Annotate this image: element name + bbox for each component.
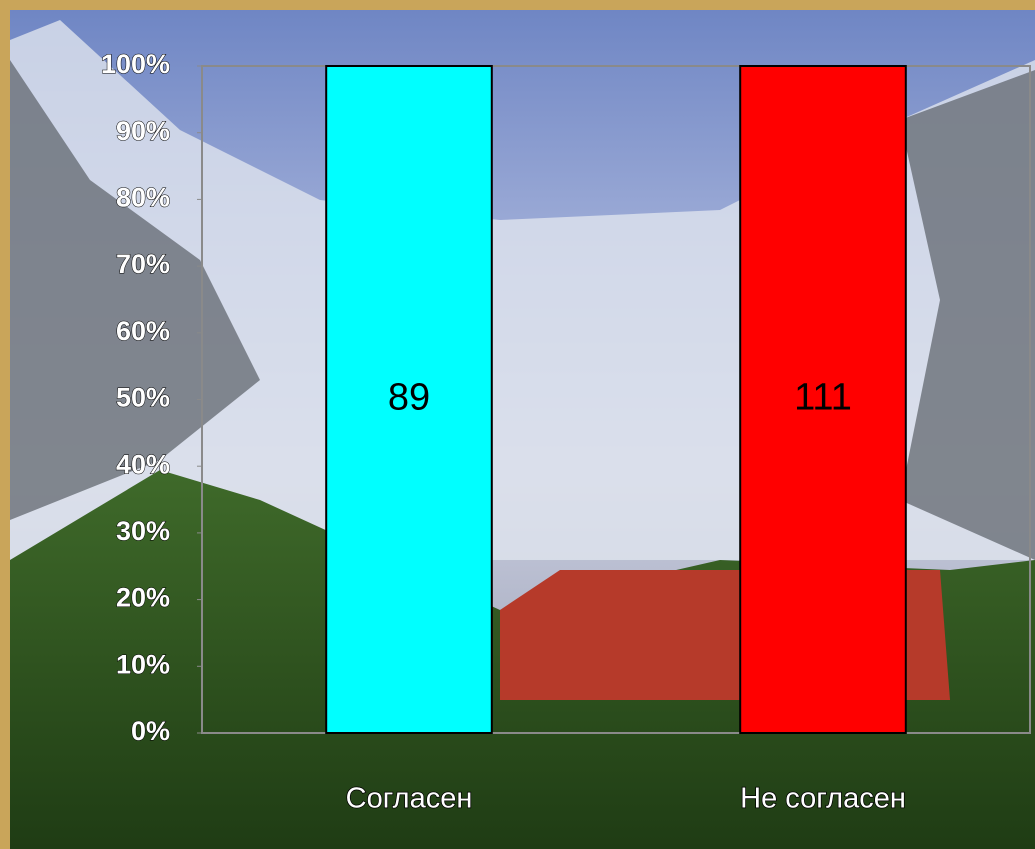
y-tick-label: 90% [116,116,170,146]
y-tick-label: 0% [131,716,170,746]
y-tick-label: 10% [116,649,170,679]
y-tick-label: 60% [116,316,170,346]
y-tick-label: 20% [116,583,170,613]
x-tick-label: Согласен [346,783,473,815]
data-label: 111 [794,377,852,419]
bar [739,65,907,734]
y-tick-label: 80% [116,183,170,213]
mountain-right [900,70,1035,560]
mountain-left [10,60,260,520]
y-tick-label: 30% [116,516,170,546]
y-tick-label: 50% [116,383,170,413]
data-label: 89 [388,377,430,419]
x-tick-label: Не согласен [740,783,906,815]
y-tick-label: 100% [101,49,170,79]
bar [325,65,493,734]
y-tick-label: 40% [116,449,170,479]
y-tick-label: 70% [116,249,170,279]
